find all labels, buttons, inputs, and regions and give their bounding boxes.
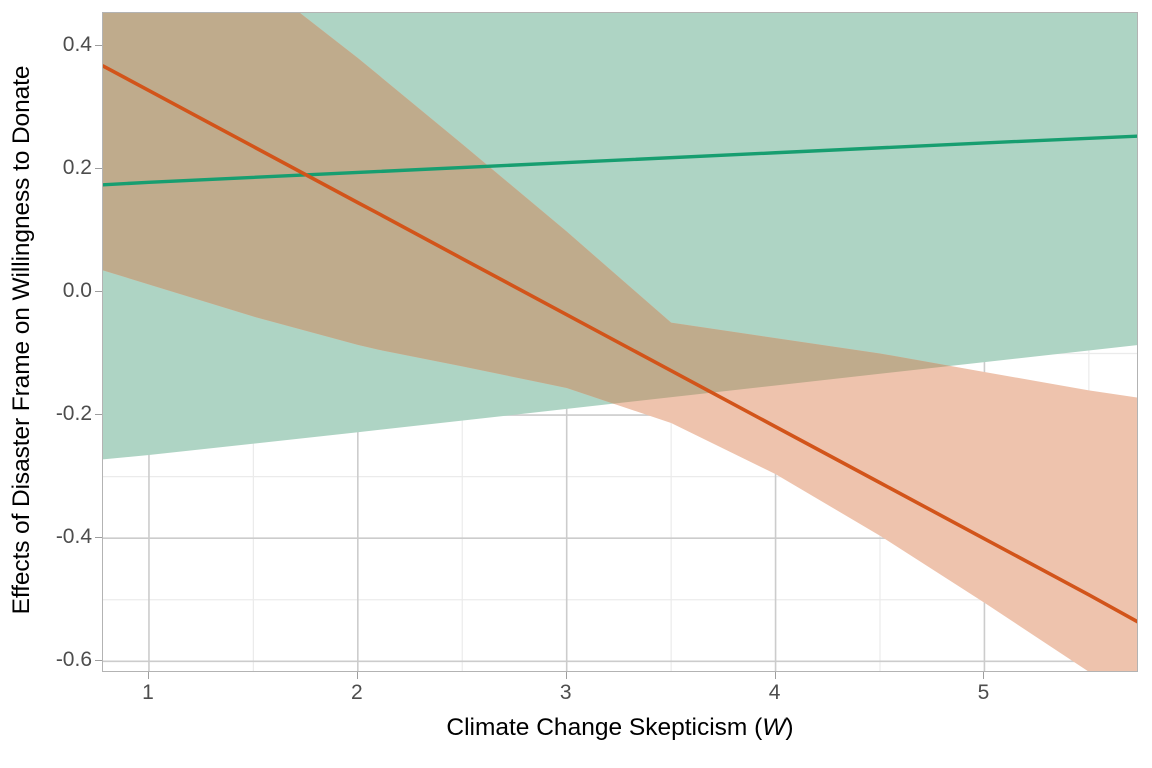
x-axis-title-text: Climate Change Skepticism ( [446,714,763,741]
x-tick-mark [148,672,149,679]
x-tick-label: 2 [350,681,363,704]
x-tick-mark [357,672,358,679]
y-tick-mark [95,168,102,169]
y-tick-mark [95,660,102,661]
x-tick-label: 3 [559,681,572,704]
x-axis-title-tail: ) [785,714,794,741]
y-tick-label: -0.2 [55,402,92,426]
x-tick-label: 5 [977,681,990,704]
series-lines [103,64,1137,624]
y-tick-label: 0.4 [62,32,92,56]
y-tick-mark [95,45,102,46]
y-axis-title: Effects of Disaster Frame on Willingness… [8,65,35,615]
confidence-band-overlap [103,13,1137,460]
y-tick-label: 0.0 [62,278,92,302]
plot-panel [102,12,1138,672]
y-tick-mark [95,414,102,415]
x-axis-title-variable: W [762,714,786,741]
y-tick-label: -0.4 [55,525,92,549]
y-tick-label: 0.2 [62,155,92,179]
y-tick-label: -0.6 [55,648,92,672]
x-tick-mark [566,672,567,679]
x-tick-mark [775,672,776,679]
series-line-series1 [103,64,1137,624]
x-tick-label: 1 [142,681,154,704]
series-line-series2 [103,134,1137,187]
y-tick-mark [95,537,102,538]
x-tick-mark [983,672,984,679]
y-tick-mark [95,291,102,292]
x-tick-label: 4 [768,681,781,704]
x-axis-title: Climate Change Skepticism (W) [102,714,1138,742]
plot-svg [103,13,1137,671]
